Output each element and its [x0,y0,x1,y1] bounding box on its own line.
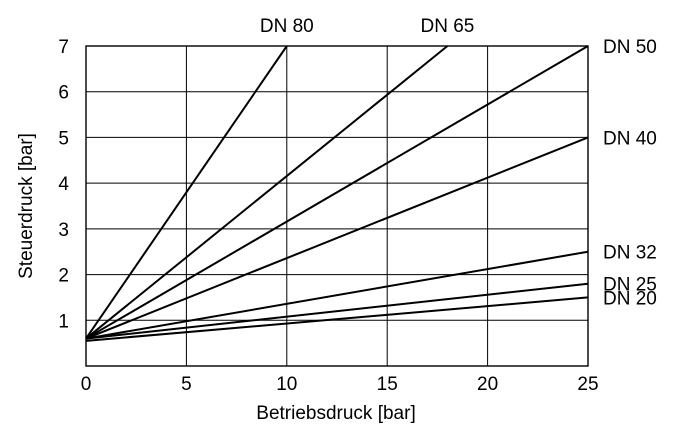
x-tick-label: 0 [81,374,92,395]
series-label: DN 20 [603,288,657,309]
series-line [85,45,449,340]
series-label: DN 65 [421,16,475,37]
x-tick-label: 20 [477,374,498,395]
tick-labels: 0 5 10 15 20 25 1 2 3 4 5 6 7 [58,37,598,395]
series-line [85,136,589,340]
x-tick-label: 5 [181,374,192,395]
series-label: DN 25 [603,275,657,296]
series-line [85,282,589,340]
plot-frame [85,45,589,367]
y-tick-label: 4 [58,174,69,195]
series-label: DN 40 [603,128,657,149]
y-tick-label: 6 [58,83,69,104]
x-tick-label: 10 [276,374,297,395]
series-line [85,296,589,342]
x-axis-label: Betriebsdruck [bar] [256,403,415,424]
y-axis-label: Steuerdruck [bar] [16,133,37,279]
x-tick-label: 15 [377,374,398,395]
series-line [85,250,589,340]
y-tick-label: 7 [58,37,69,58]
y-tick-label: 5 [58,128,69,149]
series-lines [85,45,589,342]
grid [85,45,589,367]
series-label: DN 80 [260,16,314,37]
y-tick-label: 2 [58,266,69,287]
series-label: DN 50 [603,37,657,58]
series-line [85,45,288,340]
series-line [85,45,589,340]
y-tick-label: 1 [58,311,69,332]
x-tick-label: 25 [577,374,598,395]
y-tick-label: 3 [58,220,69,241]
series-label: DN 32 [603,243,657,264]
